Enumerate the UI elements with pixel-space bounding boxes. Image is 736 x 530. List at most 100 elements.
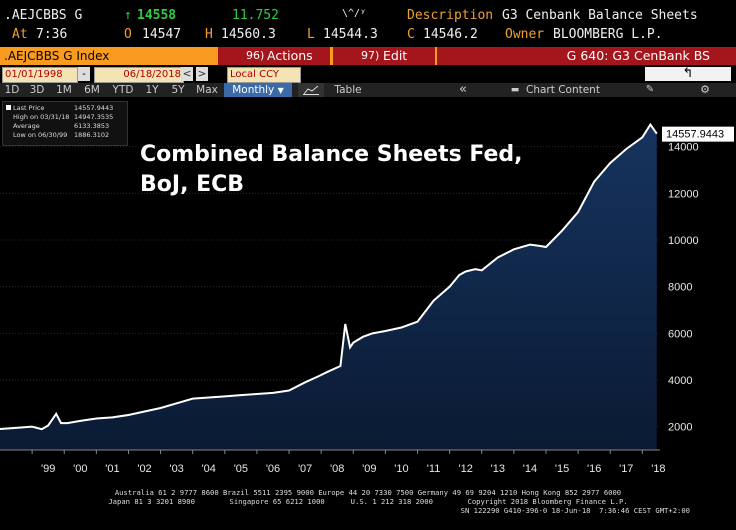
- last-price-row: Last Price: [6, 104, 44, 112]
- annotation-line-1: Combined Balance Sheets Fed,: [140, 142, 523, 167]
- actions-label: Actions: [267, 48, 313, 63]
- x-tick-label: '05: [234, 463, 248, 475]
- sparkline-icon: \^/ʸ: [342, 8, 367, 19]
- high-value: 14560.3: [221, 27, 276, 42]
- edit-chart-icon[interactable]: ✎: [645, 84, 655, 95]
- last-value-text: 14557.9443: [666, 129, 724, 141]
- x-tick-label: '04: [202, 463, 216, 475]
- high-legend-value: 14947.3535: [74, 113, 114, 121]
- high-label: H: [205, 27, 213, 42]
- x-tick-label: '00: [73, 463, 87, 475]
- settings-icon[interactable]: ⚙: [700, 83, 710, 96]
- x-tick-label: '15: [555, 463, 569, 475]
- return-icon[interactable]: ↰: [645, 67, 731, 81]
- high-legend-label: High on 03/31/18: [13, 113, 70, 121]
- x-tick-label: '03: [169, 463, 183, 475]
- edit-number: 97): [361, 49, 380, 62]
- at-label: At: [12, 27, 28, 42]
- x-tick-label: '12: [459, 463, 473, 475]
- close-value: 14546.2: [423, 27, 478, 42]
- y-tick-label: 6000: [668, 328, 692, 340]
- price-line: [0, 122, 658, 431]
- price-chart[interactable]: 2000 4000 6000 8000 10000 12000 14000 '99 '00 '0…: [0, 98, 736, 498]
- frequency-select[interactable]: Monthly ▼: [224, 83, 292, 97]
- period-1m[interactable]: 1M: [56, 84, 72, 96]
- x-tick-label: '99: [41, 463, 55, 475]
- frequency-label: Monthly: [232, 84, 275, 96]
- start-date-field[interactable]: 01/01/1998: [2, 67, 78, 83]
- description: G3 Cenbank Balance Sheets: [502, 8, 698, 23]
- owner: BLOOMBERG L.P.: [553, 27, 663, 42]
- y-tick-label: 4000: [668, 375, 692, 387]
- index-label[interactable]: .AEJCBBS G Index: [4, 49, 110, 63]
- last-price-legend-value: 14557.9443: [74, 104, 114, 112]
- chevron-right-icon[interactable]: >: [196, 67, 208, 81]
- period-3d[interactable]: 3D: [29, 84, 45, 96]
- period-ytd[interactable]: YTD: [112, 84, 134, 96]
- y-tick-label: 14000: [668, 142, 699, 154]
- actions-menu[interactable]: 96) Actions: [218, 47, 330, 65]
- x-tick-label: '16: [587, 463, 601, 475]
- last-price-swatch: [6, 105, 11, 110]
- avg-legend-value: 6133.3853: [74, 122, 110, 130]
- x-tick-label: '02: [137, 463, 151, 475]
- x-tick-label: '09: [362, 463, 376, 475]
- description-label: Description: [407, 8, 494, 23]
- x-tick-label: '18: [651, 463, 665, 475]
- chart-annotation: Combined Balance Sheets Fed, BoJ, ECB: [140, 140, 523, 200]
- y-tick-label: 12000: [668, 188, 699, 200]
- quote-row-1: .AEJCBBS G ↑ 14558 11.752 \^/ʸ Descripti…: [0, 8, 736, 26]
- chart-content-button[interactable]: Chart Content: [526, 84, 600, 96]
- price-change: 11.752: [232, 8, 279, 23]
- y-tick-label: 10000: [668, 235, 699, 247]
- y-tick-label: 2000: [668, 422, 692, 434]
- period-1y[interactable]: 1Y: [145, 84, 159, 96]
- footer-line-3: SN 122290 G410-396-0 18-Jun-18 7:36:46 C…: [460, 506, 690, 515]
- up-arrow-icon: ↑: [124, 8, 132, 23]
- annotation-line-2: BoJ, ECB: [140, 172, 245, 197]
- x-tick-label: '08: [330, 463, 344, 475]
- footer-line-2: Japan 81 3 3201 8900 Singapore 65 6212 1…: [108, 497, 628, 506]
- low-value: 14544.3: [323, 27, 378, 42]
- currency-select[interactable]: Local CCY: [227, 67, 301, 83]
- open-value: 14547: [142, 27, 182, 42]
- close-label: C: [407, 27, 415, 42]
- period-6m[interactable]: 6M: [84, 84, 100, 96]
- x-tick-label: '11: [427, 463, 441, 475]
- low-label: L: [307, 27, 315, 42]
- edit-label: Edit: [383, 48, 408, 63]
- x-tick-label: '13: [491, 463, 505, 475]
- dropdown-icon: ▼: [277, 86, 284, 95]
- y-tick-label: 8000: [668, 282, 692, 294]
- x-tick-label: '14: [523, 463, 537, 475]
- open-label: O: [124, 27, 132, 42]
- edit-menu[interactable]: 97) Edit: [333, 47, 435, 65]
- x-tick-label: '01: [105, 463, 119, 475]
- period-1d[interactable]: 1D: [4, 84, 20, 96]
- period-max[interactable]: Max: [196, 84, 218, 96]
- line-chart-icon[interactable]: [298, 83, 324, 97]
- low-legend-value: 1886.3102: [74, 131, 110, 139]
- date-range-bar: 01/01/1998 - 06/18/2018 < > Local CCY ↰: [0, 66, 736, 83]
- range-separator: -: [78, 67, 90, 81]
- page-title-bar: G 640: G3 CenBank BS: [437, 47, 736, 65]
- quote-row-2: At 7:36 O 14547 H 14560.3 L 14544.3 C 14…: [0, 27, 736, 45]
- collapse-icon[interactable]: «: [459, 82, 467, 97]
- quote-time: 7:36: [36, 27, 68, 42]
- chevron-left-icon[interactable]: <: [181, 67, 193, 81]
- last-value-tag: 14557.9443: [662, 126, 734, 142]
- low-legend-label: Low on 06/30/99: [13, 131, 68, 139]
- last-price-legend-label: Last Price: [13, 104, 45, 112]
- period-5y[interactable]: 5Y: [171, 84, 185, 96]
- chart-legend: Last Price 14557.9443 High on 03/31/18 1…: [2, 101, 128, 146]
- avg-legend-label: Average: [13, 122, 40, 130]
- area-fill: [0, 124, 657, 450]
- period-bar: 1D 3D 1M 6M YTD 1Y 5Y Max Monthly ▼ Tabl…: [0, 83, 736, 97]
- chart-glyph: [303, 85, 319, 95]
- end-date-field[interactable]: 06/18/2018: [94, 67, 184, 83]
- footer-line-1: Australia 61 2 9777 8600 Brazil 5511 239…: [114, 488, 622, 497]
- last-price: 14558: [137, 8, 177, 23]
- table-button[interactable]: Table: [334, 84, 362, 96]
- chart-content-icon[interactable]: ▬: [510, 85, 520, 95]
- owner-label: Owner: [505, 27, 545, 42]
